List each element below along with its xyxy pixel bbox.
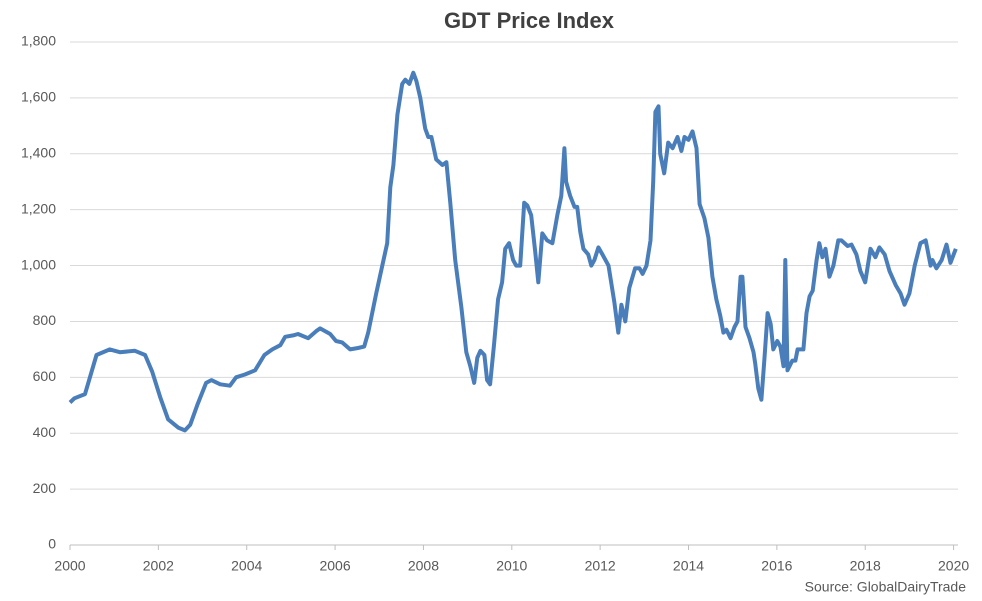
chart-title: GDT Price Index [444, 8, 615, 33]
x-tick-label: 2016 [761, 558, 792, 574]
x-tick-label: 2012 [585, 558, 616, 574]
x-tick-label: 2010 [496, 558, 527, 574]
y-tick-label: 0 [48, 536, 56, 552]
x-tick-label: 2008 [408, 558, 439, 574]
x-tick-label: 2000 [54, 558, 85, 574]
x-tick-label: 2002 [143, 558, 174, 574]
y-tick-label: 1,600 [21, 89, 56, 105]
x-tick-label: 2004 [231, 558, 262, 574]
series-line [68, 70, 958, 433]
x-tick-label: 2018 [850, 558, 881, 574]
y-tick-label: 400 [33, 424, 57, 440]
y-tick-label: 1,400 [21, 144, 56, 160]
x-tick-label: 2020 [938, 558, 969, 574]
x-tick-label: 2014 [673, 558, 704, 574]
x-tick-label: 2006 [319, 558, 350, 574]
source-note: Source: GlobalDairyTrade [805, 579, 967, 595]
y-tick-label: 600 [33, 368, 57, 384]
y-tick-label: 200 [33, 480, 57, 496]
y-tick-label: 1,800 [21, 33, 56, 49]
y-tick-label: 800 [33, 312, 57, 328]
y-tick-label: 1,000 [21, 256, 56, 272]
y-tick-label: 1,200 [21, 200, 56, 216]
